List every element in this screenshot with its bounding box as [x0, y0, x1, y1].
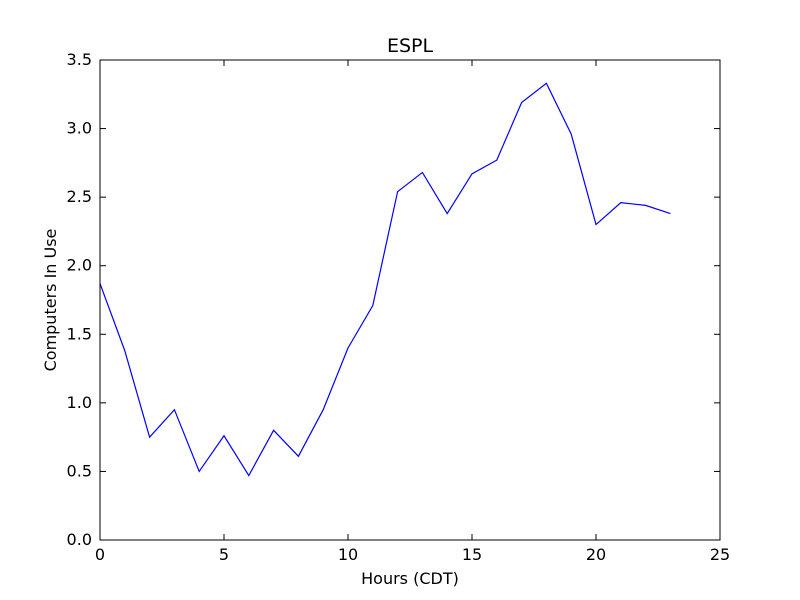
series-line: [99, 82, 671, 477]
x-tick-label: 25: [710, 545, 730, 564]
y-tick-label: 3.5: [67, 50, 92, 69]
x-tick-label: 10: [338, 545, 358, 564]
x-tick-label: 15: [462, 545, 482, 564]
y-tick-label: 2.5: [67, 187, 92, 206]
y-tick-label: 0.0: [67, 530, 92, 549]
ticks-layer: 0 5 10 15 20 25 0.0 0.5 1.0 1.5 2.0 2.5 3.0 3.5: [67, 50, 731, 564]
plot-frame: [99, 59, 721, 541]
y-tick-label: 1.0: [67, 393, 92, 412]
x-tick-label: 20: [586, 545, 606, 564]
y-tick-label: 2.0: [67, 256, 92, 275]
x-tick-label: 0: [95, 545, 105, 564]
chart-title: ESPL: [387, 35, 434, 57]
y-axis-label: Computers In Use: [41, 229, 60, 372]
y-tick-label: 0.5: [67, 461, 92, 480]
y-tick-label: 3.0: [67, 119, 92, 138]
data-layer: [99, 82, 671, 477]
x-tick-label: 5: [219, 545, 229, 564]
plot-background: [100, 60, 720, 540]
y-tick-label: 1.5: [67, 324, 92, 343]
x-axis-label: Hours (CDT): [361, 569, 459, 588]
